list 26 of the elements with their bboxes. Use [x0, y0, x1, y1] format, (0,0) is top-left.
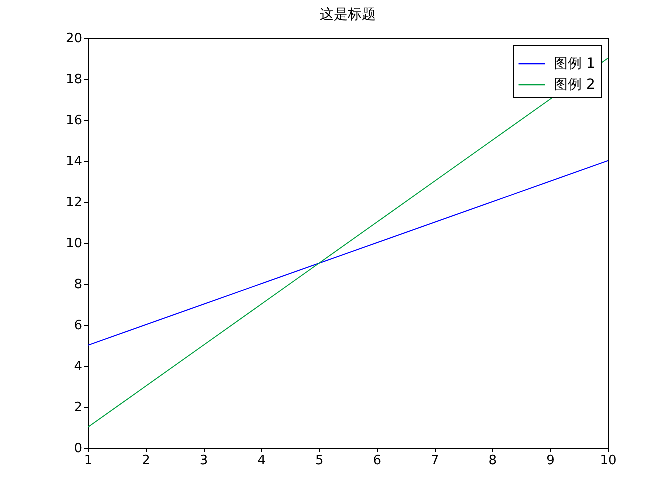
- x-tick-label: 1: [84, 454, 93, 468]
- x-tick-label: 7: [431, 454, 440, 468]
- legend-label: 图例 2: [554, 77, 596, 93]
- y-tick-label: 20: [66, 32, 82, 46]
- x-tick-label: 8: [488, 454, 498, 468]
- x-tick-label: 4: [258, 454, 266, 468]
- chart-title: 这是标题: [320, 7, 376, 23]
- legend-label: 图例 1: [554, 56, 596, 72]
- line-series: [88, 58, 608, 428]
- y-tick-label: 12: [66, 196, 82, 210]
- y-tick-label: 14: [66, 154, 82, 170]
- x-tick-label: 10: [600, 454, 617, 468]
- x-tick-label: 9: [546, 454, 555, 468]
- y-tick-label: 4: [74, 360, 82, 374]
- x-tick-label: 2: [142, 454, 150, 468]
- y-tick-label: 16: [66, 114, 82, 128]
- y-tick-label: 6: [74, 318, 82, 334]
- y-tick-label: 18: [66, 72, 82, 88]
- y-tick-label: 0: [74, 442, 82, 456]
- x-tick-label: 6: [373, 454, 382, 468]
- y-tick-label: 10: [66, 236, 82, 252]
- y-tick-label: 2: [74, 400, 82, 416]
- x-tick-label: 5: [315, 454, 324, 468]
- x-tick-label: 3: [200, 454, 208, 468]
- line-series: [88, 160, 608, 346]
- y-tick-label: 8: [74, 278, 82, 292]
